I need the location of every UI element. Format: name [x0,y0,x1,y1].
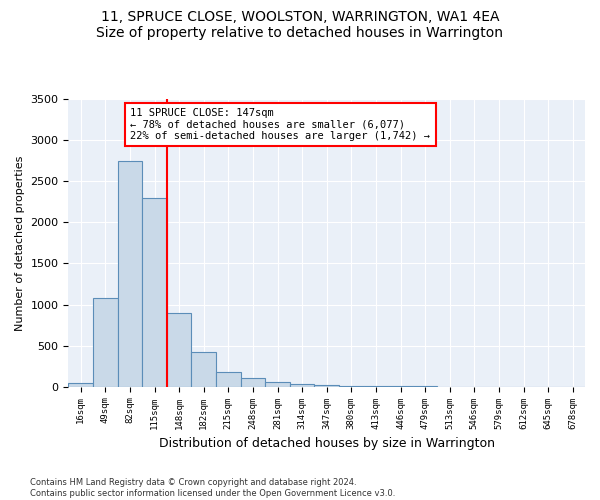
Bar [93,298,118,386]
X-axis label: Distribution of detached houses by size in Warrington: Distribution of detached houses by size … [159,437,495,450]
Bar [118,161,142,386]
Text: Contains HM Land Registry data © Crown copyright and database right 2024.
Contai: Contains HM Land Registry data © Crown c… [30,478,395,498]
Bar [265,382,290,386]
Text: 11 SPRUCE CLOSE: 147sqm
← 78% of detached houses are smaller (6,077)
22% of semi: 11 SPRUCE CLOSE: 147sqm ← 78% of detache… [130,108,430,141]
Bar [290,384,314,386]
Text: 11, SPRUCE CLOSE, WOOLSTON, WARRINGTON, WA1 4EA
Size of property relative to det: 11, SPRUCE CLOSE, WOOLSTON, WARRINGTON, … [97,10,503,40]
Bar [191,352,216,386]
Bar [167,313,191,386]
Bar [142,198,167,386]
Bar [216,372,241,386]
Y-axis label: Number of detached properties: Number of detached properties [15,156,25,330]
Bar [241,378,265,386]
Bar [68,382,93,386]
